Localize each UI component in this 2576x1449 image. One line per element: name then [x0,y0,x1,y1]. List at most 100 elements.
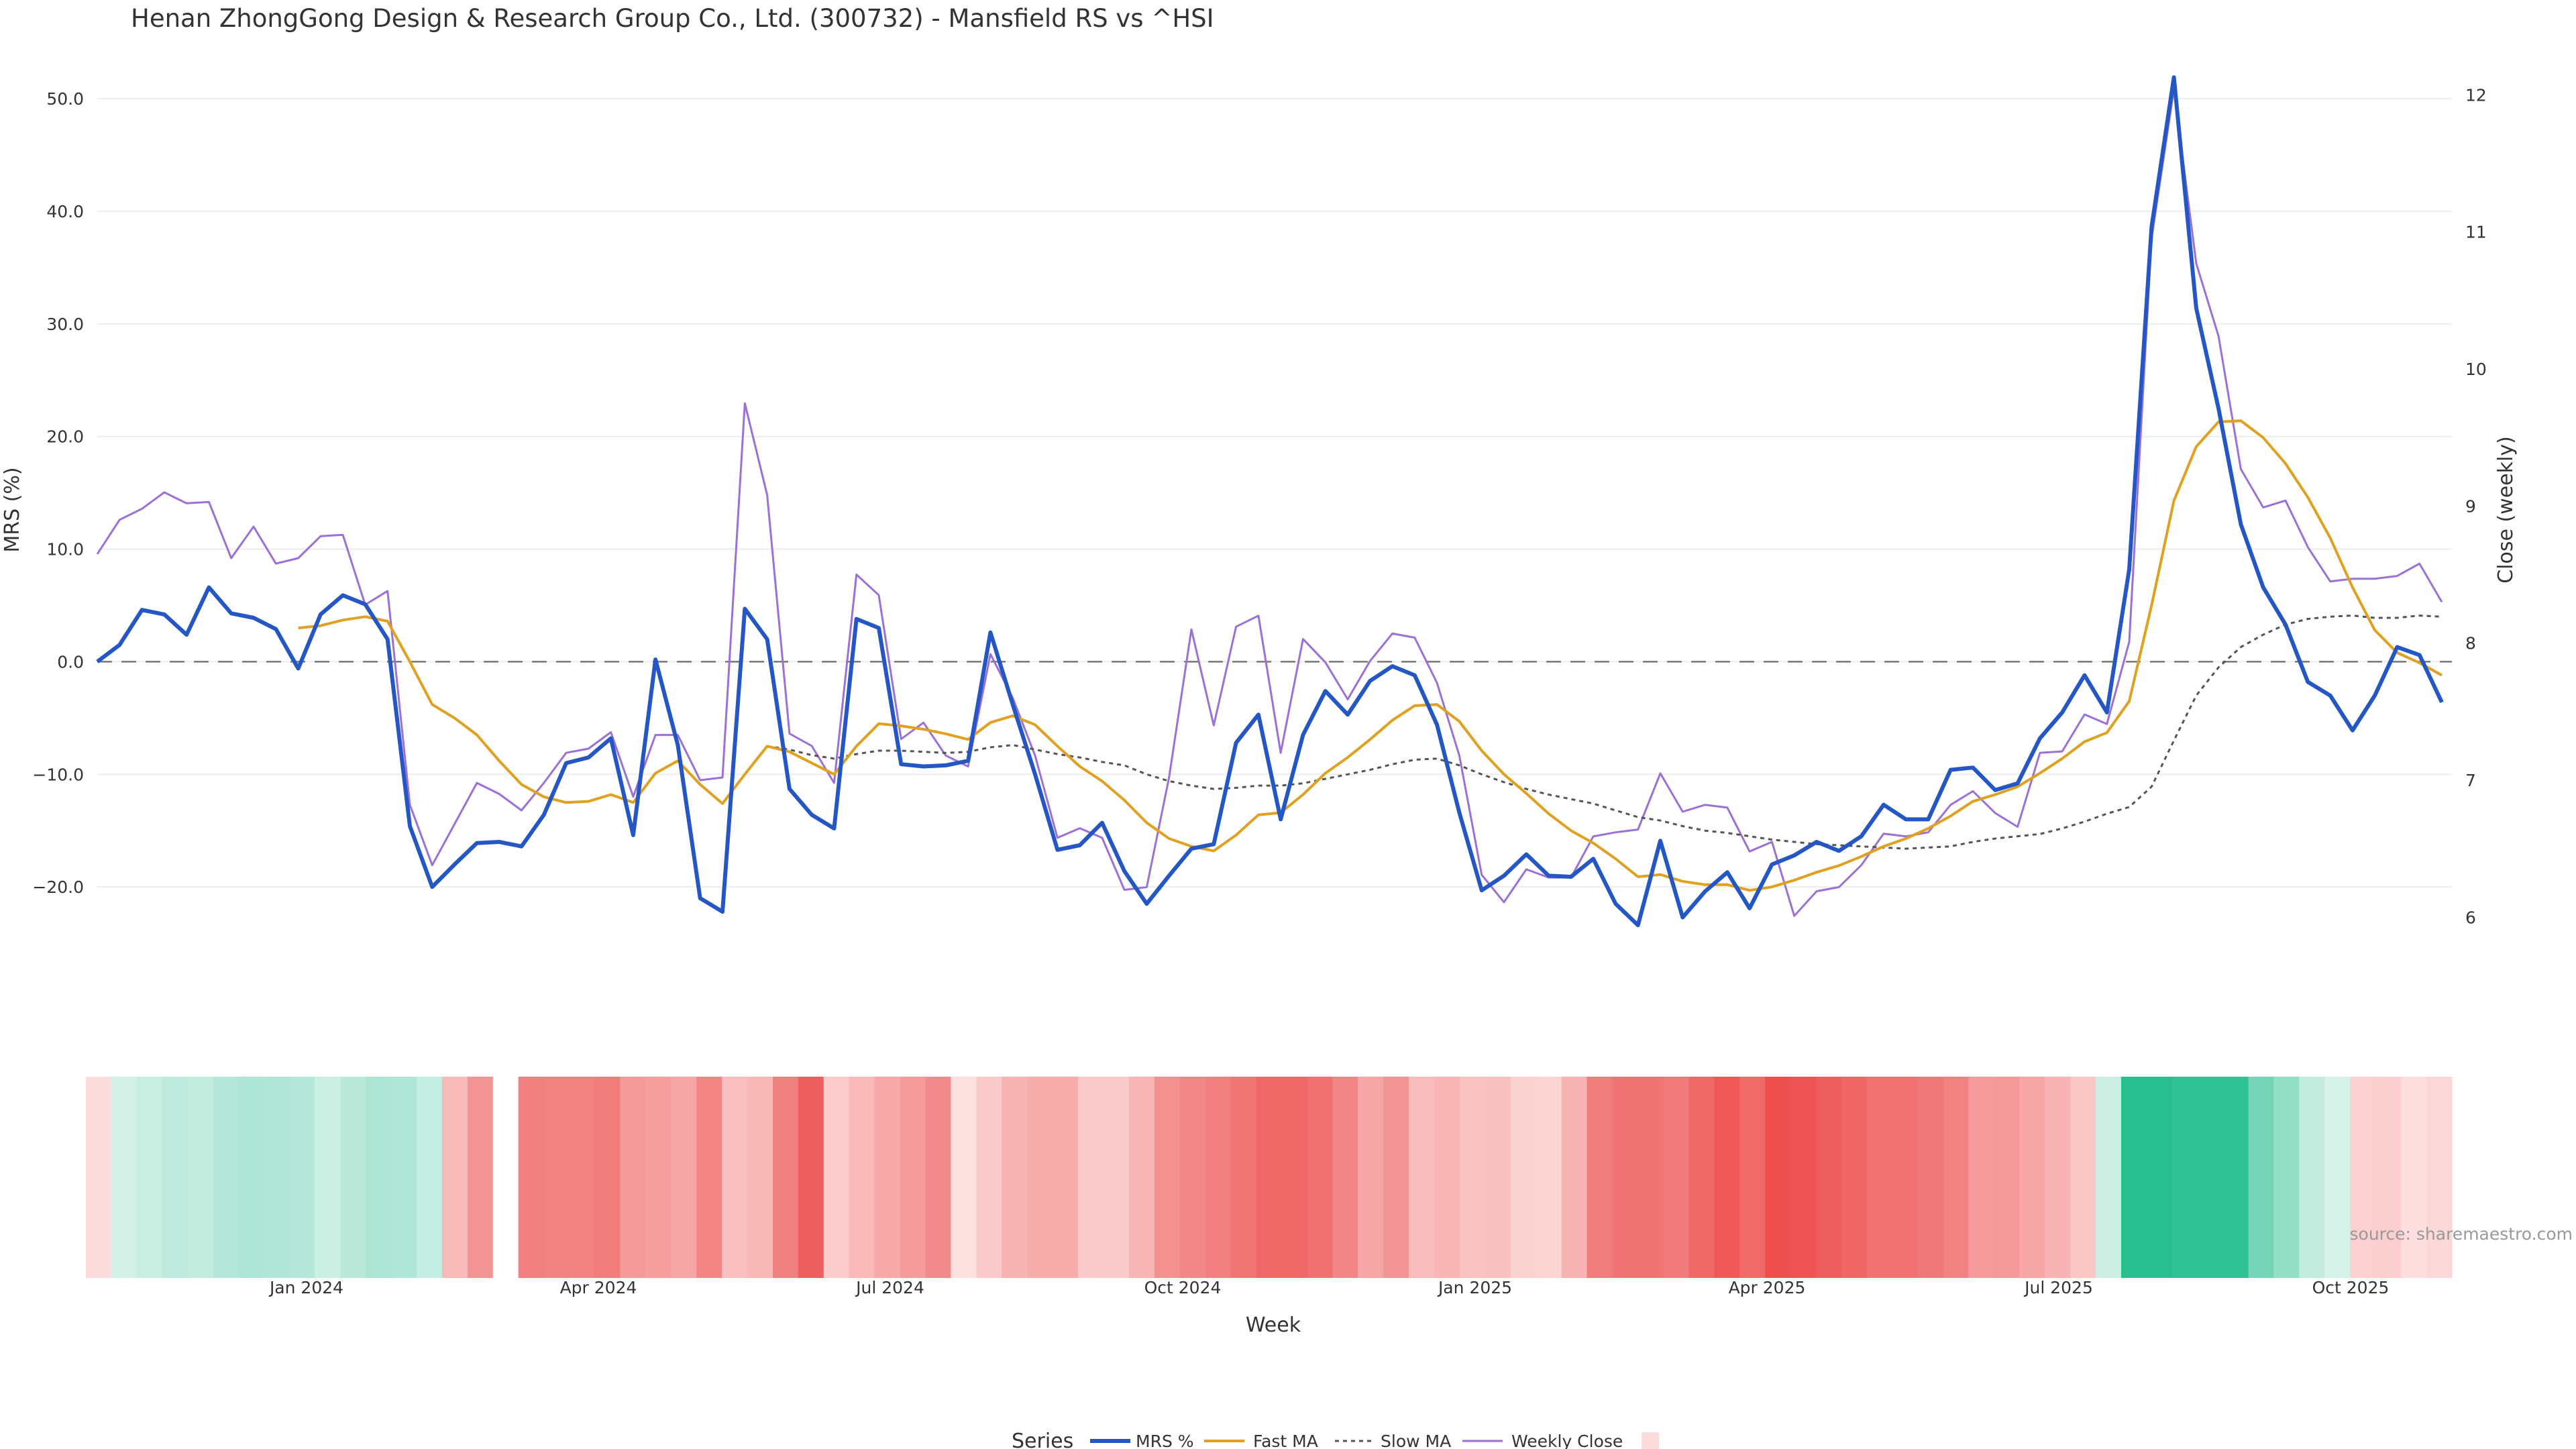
heatmap-cell [2350,1077,2376,1278]
heatmap-cell [1841,1077,1868,1278]
heatmap-cell [1281,1077,1307,1278]
x-tick-label: Apr 2025 [1729,1278,1806,1297]
source-annotation: source: sharemaestro.com [2350,1224,2573,1244]
heatmap-cell [849,1077,875,1278]
legend-title: Series [1012,1430,1073,1449]
heatmap-cell [1256,1077,1283,1278]
heatmap-cell [722,1077,748,1278]
heatmap-cell [1510,1077,1537,1278]
heatmap-cell [2375,1077,2402,1278]
heatmap-cell [2401,1077,2427,1278]
heatmap-cell [1663,1077,1689,1278]
heatmap-cell [1409,1077,1435,1278]
heatmap-cell [1612,1077,1638,1278]
x-tick-label: Oct 2025 [2312,1278,2390,1297]
heatmap-cell [2197,1077,2224,1278]
heatmap-cell [1892,1077,1919,1278]
heatmap-cell [289,1077,315,1278]
heatmap-cell [2121,1077,2147,1278]
left-axis-ticks: 50.0 40.0 30.0 20.0 10.0 0.0 −10.0 −20.0 [32,89,84,897]
heatmap-cell [2146,1077,2173,1278]
heatmap-cell [1866,1077,1893,1278]
heatmap-cell [1027,1077,1053,1278]
series-line-slow-ma [767,614,2443,850]
heatmap-cell [874,1077,901,1278]
heatmap-cell [1587,1077,1613,1278]
heatmap-cell [1205,1077,1232,1278]
right-tick-label: 9 [2465,496,2476,516]
heatmap-cell [391,1077,417,1278]
heatmap-cell [1383,1077,1409,1278]
legend-label-weekly-close: Weekly Close [1511,1432,1623,1449]
heatmap-cell [1561,1077,1588,1278]
left-tick-label: −10.0 [32,765,84,784]
heatmap-cell [620,1077,646,1278]
heatmap-cell [671,1077,697,1278]
heatmap-cell [543,1077,570,1278]
heatmap-cell [1002,1077,1028,1278]
heatmap-cell [1179,1077,1206,1278]
heatmap-cell [1943,1077,1970,1278]
heatmap-cell [492,1077,519,1278]
heatmap-cell [2070,1077,2096,1278]
left-tick-label: 40.0 [46,202,84,221]
x-axis-ticks: Jan 2024 Apr 2024 Jul 2024 Oct 2024 Jan 2025… [268,1278,2389,1297]
heatmap-cell [315,1077,341,1278]
gridlines [97,98,2452,888]
x-tick-label: Jul 2024 [855,1278,924,1297]
x-tick-label: Jul 2025 [2023,1278,2093,1297]
heatmap-cell [1307,1077,1333,1278]
heatmap-cell [1968,1077,1994,1278]
heatmap-cell [86,1077,112,1278]
heatmap-cell [1485,1077,1511,1278]
heatmap-cell [976,1077,1002,1278]
heatmap-cell [798,1077,824,1278]
heatmap-cell [1154,1077,1181,1278]
heatmap-cell [441,1077,468,1278]
x-axis-label: Week [1246,1313,1301,1337]
heatmap-cell [264,1077,290,1278]
heatmap-cell [747,1077,773,1278]
series-lines [96,75,2444,928]
heatmap-cell [772,1077,799,1278]
heatmap-cell [1358,1077,1384,1278]
heatmap-cell [2248,1077,2275,1278]
heatmap-cell [1765,1077,1791,1278]
right-axis-ticks: 12 11 10 9 8 7 6 [2465,85,2487,927]
heatmap-cell [417,1077,443,1278]
left-tick-label: 0.0 [57,652,84,672]
heatmap-cell [1078,1077,1104,1278]
heatmap-cell [2171,1077,2198,1278]
heatmap-cell [2019,1077,2045,1278]
heatmap-cell [366,1077,392,1278]
heatmap-cell [1994,1077,2020,1278]
heatmap-cell [340,1077,366,1278]
heatmap-cell [111,1077,138,1278]
legend-label-fast-ma: Fast MA [1253,1432,1318,1449]
heatmap-cell [1536,1077,1562,1278]
right-tick-label: 10 [2465,360,2487,379]
heatmap-cell [1714,1077,1740,1278]
heatmap-cell [1790,1077,1817,1278]
heatmap-cell [1434,1077,1460,1278]
heatmap-cell [2096,1077,2122,1278]
heatmap-cell [569,1077,596,1278]
heatmap-strip [86,1077,2453,1278]
x-tick-label: Apr 2024 [560,1278,637,1297]
legend: Series MRS % Fast MA Slow MA Weekly Clos… [1012,1430,1659,1449]
heatmap-cell [467,1077,494,1278]
heatmap-cell [823,1077,850,1278]
right-tick-label: 8 [2465,634,2476,653]
series-line-weekly-close [96,88,2443,917]
chart-title: Henan ZhongGong Design & Research Group … [131,4,1214,33]
left-axis-label: MRS (%) [1,467,24,552]
right-tick-label: 12 [2465,85,2487,105]
heatmap-cell [213,1077,239,1278]
heatmap-cell [187,1077,214,1278]
heatmap-cell [1459,1077,1486,1278]
right-axis-label: Close (weekly) [2494,436,2518,584]
x-tick-label: Jan 2024 [268,1278,343,1297]
heatmap-cell [1638,1077,1664,1278]
heatmap-cell [136,1077,163,1278]
